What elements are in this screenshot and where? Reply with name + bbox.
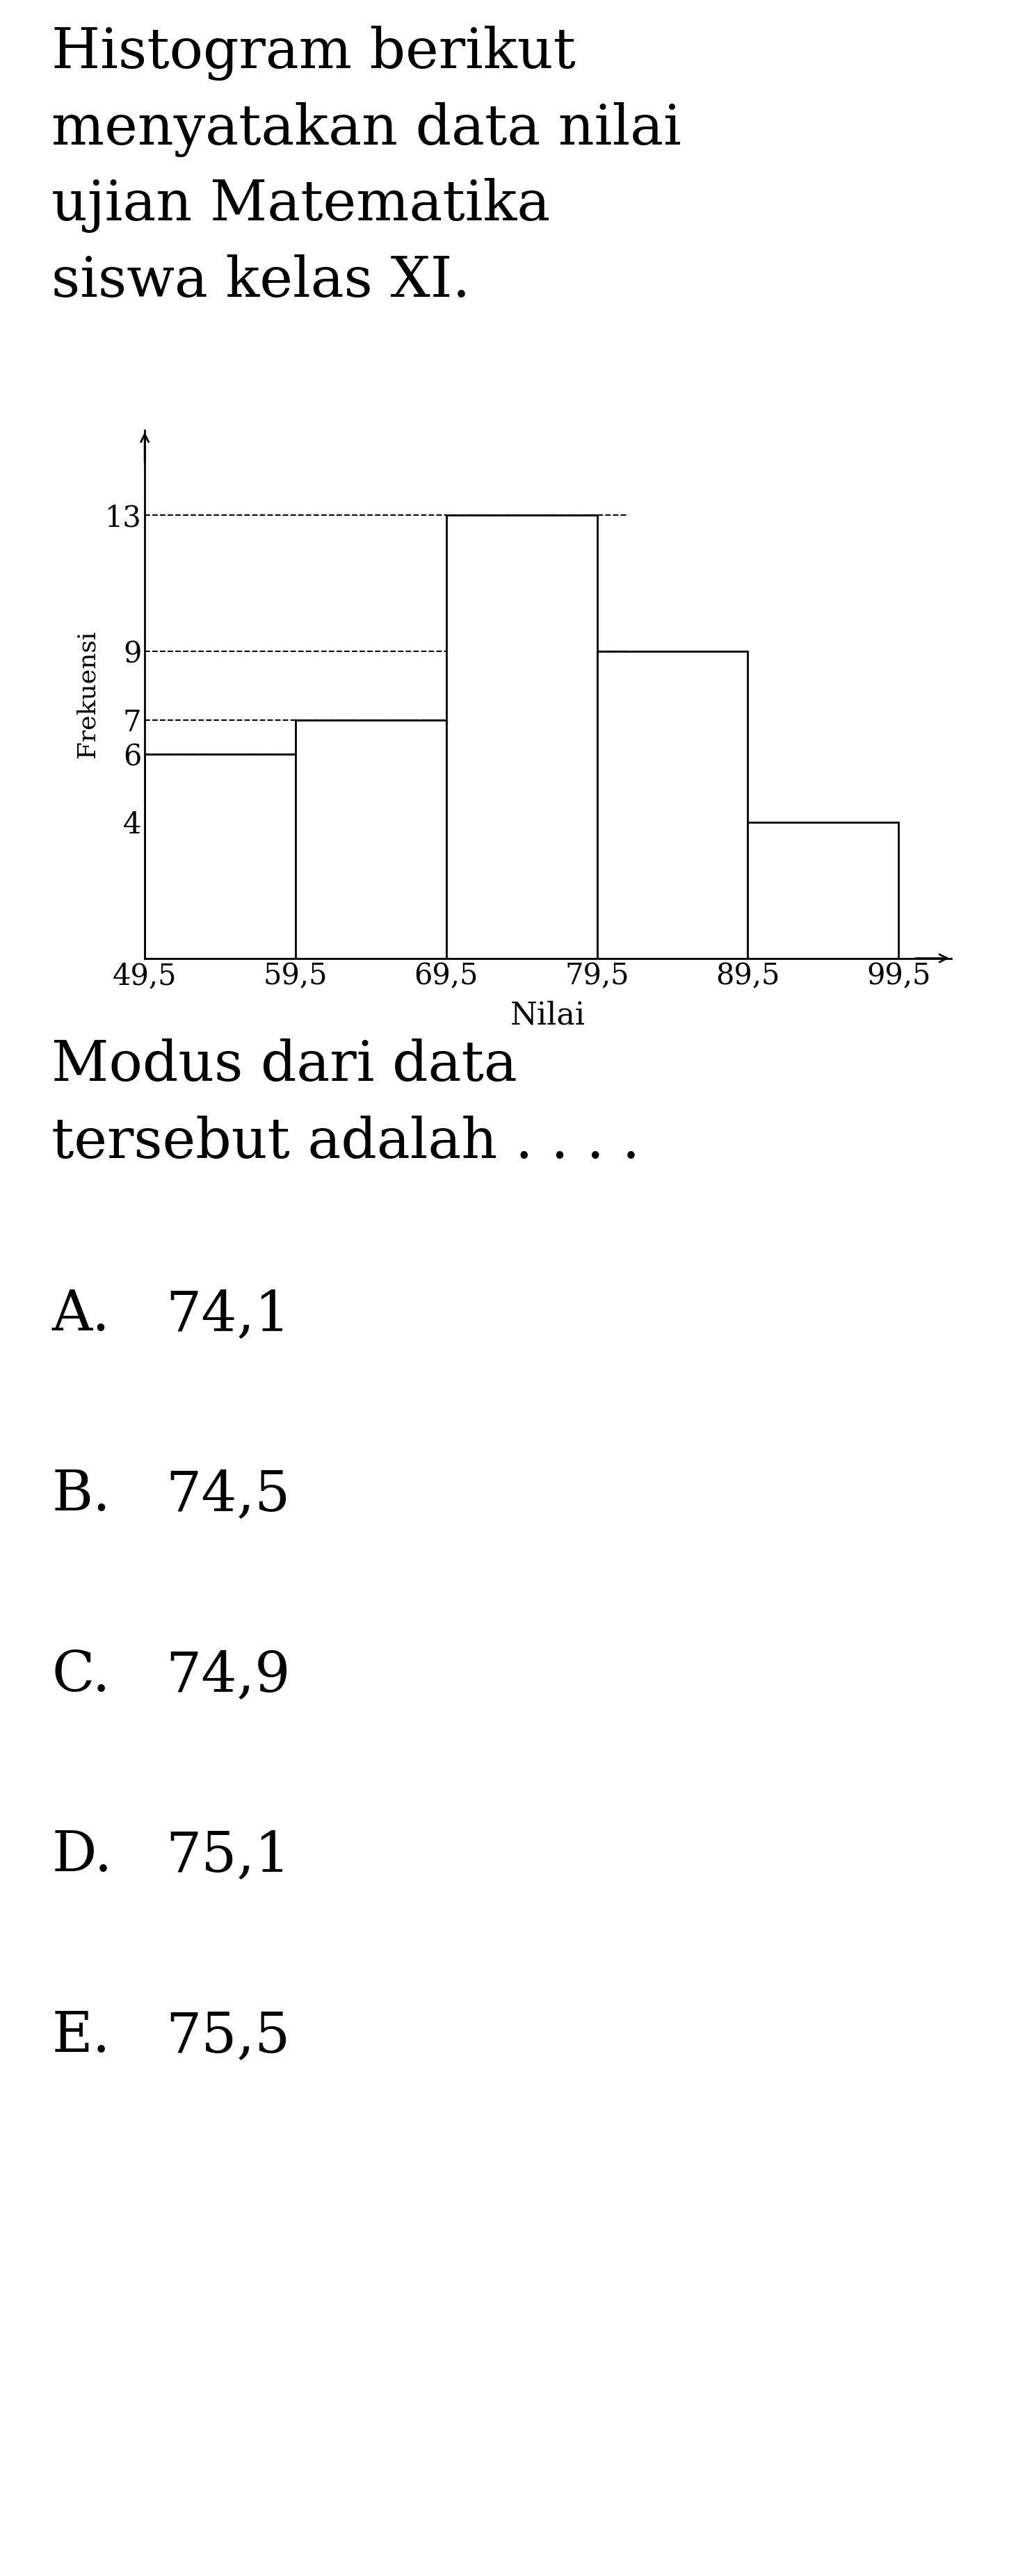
Y-axis label: Frekuensi: Frekuensi	[75, 631, 99, 757]
Bar	[447, 515, 597, 958]
Text: A.: A.	[52, 1288, 110, 1342]
Text: 74,5: 74,5	[165, 1468, 291, 1522]
Text: D.: D.	[52, 1829, 113, 1883]
Bar	[145, 755, 296, 958]
Text: tersebut adalah . . . .: tersebut adalah . . . .	[52, 1115, 640, 1170]
Text: 75,5: 75,5	[165, 2009, 291, 2063]
Text: B.: B.	[52, 1468, 111, 1522]
Text: E.: E.	[52, 2009, 111, 2063]
Text: 75,1: 75,1	[165, 1829, 291, 1883]
Bar	[597, 652, 748, 958]
Text: C.: C.	[52, 1649, 111, 1703]
Text: Modus dari data: Modus dari data	[52, 1038, 517, 1092]
Text: 74,9: 74,9	[165, 1649, 291, 1703]
X-axis label: Nilai: Nilai	[511, 999, 585, 1030]
Bar	[296, 719, 447, 958]
Text: Histogram berikut
menyatakan data nilai
ujian Matematika
siswa kelas XI.: Histogram berikut menyatakan data nilai …	[52, 26, 681, 309]
Text: 74,1: 74,1	[165, 1288, 291, 1342]
Bar	[748, 822, 899, 958]
